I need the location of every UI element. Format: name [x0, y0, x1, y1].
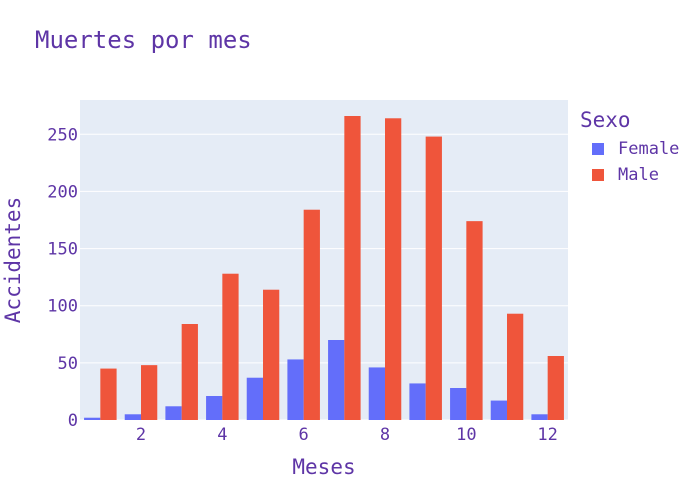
- y-axis-title: Accidentes: [1, 197, 25, 323]
- x-tick-label: 8: [380, 425, 390, 445]
- bar-female-10[interactable]: [450, 388, 467, 420]
- bar-female-4[interactable]: [206, 396, 223, 420]
- x-tick-label: 6: [299, 425, 309, 445]
- bar-female-2[interactable]: [124, 414, 141, 420]
- bar-male-2[interactable]: [141, 365, 158, 420]
- bar-female-9[interactable]: [409, 383, 426, 420]
- legend-item-female[interactable]: Female: [592, 136, 679, 162]
- bar-male-10[interactable]: [466, 221, 483, 420]
- y-tick-label: 50: [58, 354, 78, 374]
- bar-male-6[interactable]: [303, 209, 320, 420]
- x-tick-label: 2: [136, 425, 146, 445]
- bar-male-7[interactable]: [344, 116, 361, 420]
- y-tick-label: 250: [47, 125, 78, 145]
- y-tick-label: 100: [47, 297, 78, 317]
- legend-title: Sexo: [580, 108, 631, 132]
- bar-female-1[interactable]: [84, 417, 101, 420]
- x-tick-labels: 2 4 6 8 10 12: [136, 425, 558, 445]
- bar-female-3[interactable]: [165, 406, 182, 420]
- bar-male-5[interactable]: [263, 289, 280, 420]
- bars: [84, 116, 564, 421]
- bar-male-1[interactable]: [100, 368, 117, 420]
- grid-lines: [80, 133, 568, 421]
- bar-female-12[interactable]: [531, 414, 548, 420]
- x-tick-label: 10: [456, 425, 476, 445]
- legend-label-male: Male: [618, 165, 659, 185]
- legend-swatch-female: [592, 143, 604, 155]
- bar-female-6[interactable]: [287, 359, 304, 420]
- bar-female-11[interactable]: [490, 400, 507, 420]
- bar-female-8[interactable]: [368, 367, 385, 420]
- legend: Sexo Female Male: [580, 108, 679, 188]
- legend-item-male[interactable]: Male: [592, 162, 679, 188]
- x-axis-title: Meses: [292, 455, 355, 479]
- bar-female-5[interactable]: [246, 377, 263, 420]
- bar-male-3[interactable]: [181, 324, 198, 420]
- legend-swatch-male: [592, 169, 604, 181]
- y-tick-label: 200: [47, 182, 78, 202]
- plot-background: [80, 100, 568, 420]
- y-tick-labels: 0 50 100 150 200 250: [47, 125, 78, 431]
- bar-male-8[interactable]: [385, 118, 402, 421]
- bar-male-12[interactable]: [547, 356, 564, 420]
- bar-male-4[interactable]: [222, 273, 239, 420]
- bar-male-9[interactable]: [425, 136, 442, 421]
- x-tick-label: 4: [217, 425, 227, 445]
- bar-male-11[interactable]: [507, 313, 524, 420]
- bar-female-7[interactable]: [328, 340, 345, 420]
- y-tick-label: 150: [47, 240, 78, 260]
- y-tick-label: 0: [68, 411, 78, 431]
- legend-label-female: Female: [618, 139, 680, 159]
- chart-title: Muertes por mes: [35, 26, 252, 54]
- x-tick-label: 12: [537, 425, 557, 445]
